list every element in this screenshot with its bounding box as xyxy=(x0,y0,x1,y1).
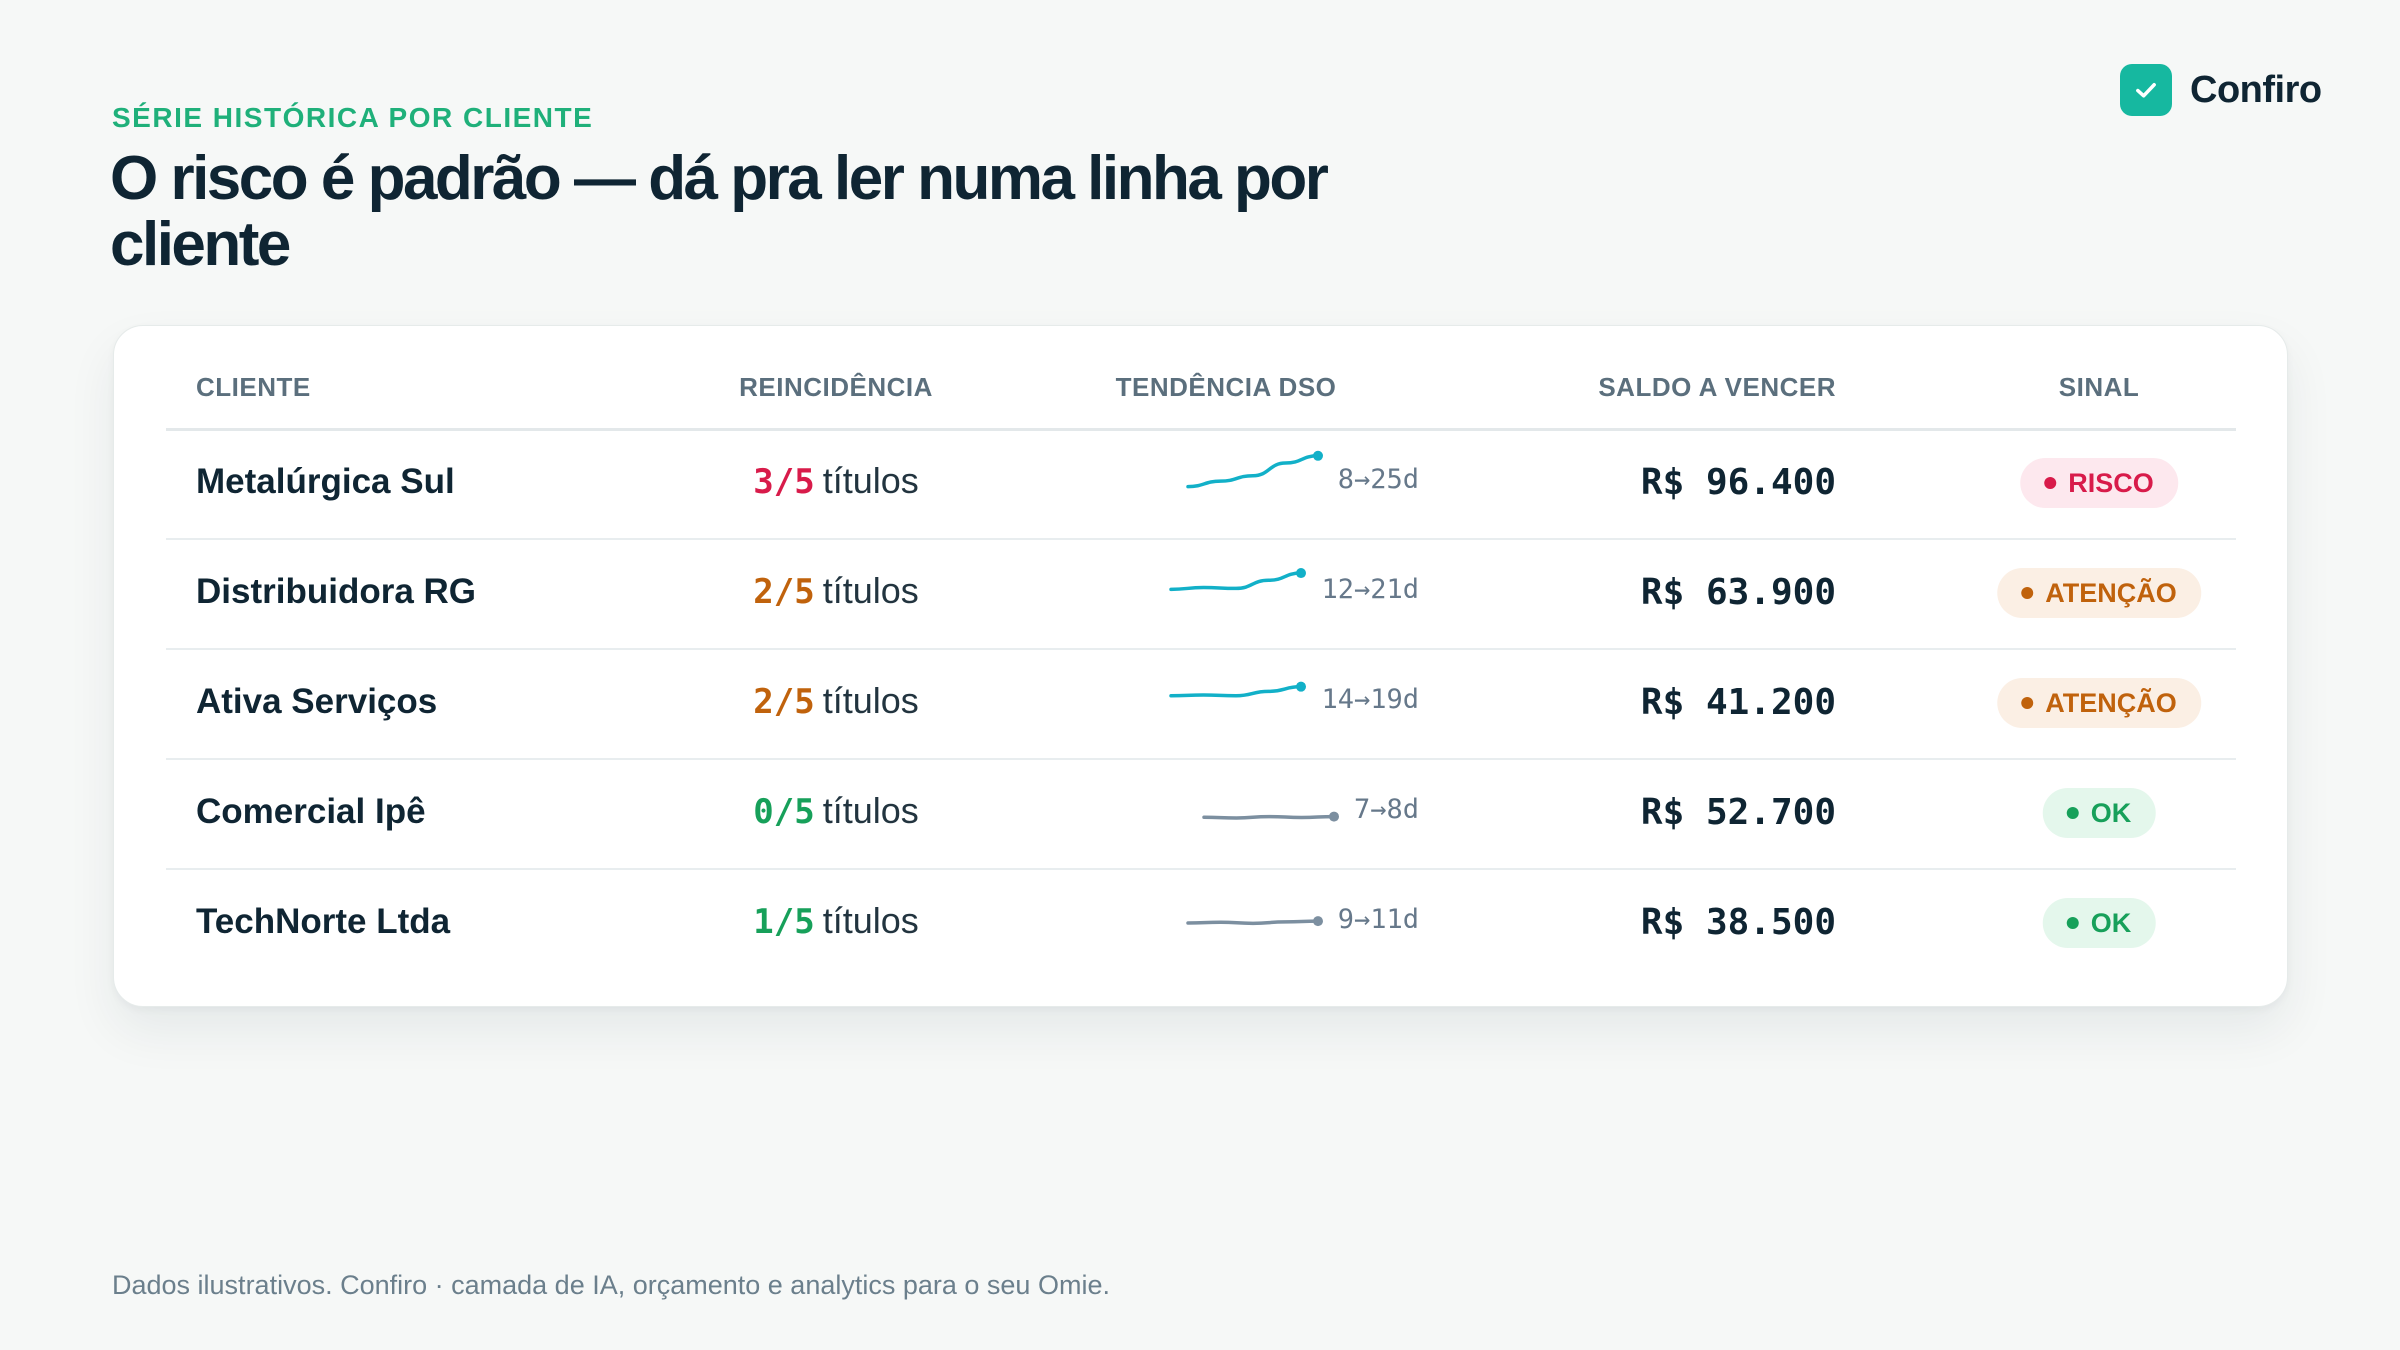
status-badge: OK xyxy=(2042,898,2156,948)
column-header-reincidencia: REINCIDÊNCIA xyxy=(739,372,933,402)
table-row: Distribuidora RG 2/5 títulos 12→21d R$ 63.90… xyxy=(166,538,2236,650)
dso-range: 12→21d xyxy=(1321,574,1419,605)
saldo-value: R$ 41.200 xyxy=(1640,682,1836,723)
dso-sparkline xyxy=(1185,916,1323,927)
status-label: RISCO xyxy=(2068,467,2154,498)
dso-sparkline xyxy=(1202,811,1339,822)
status-badge: ATENÇÃO xyxy=(1997,678,2201,728)
table-row: Metalúrgica Sul 3/5 títulos 8→25d R$ 96.400 R… xyxy=(166,428,2236,540)
status-dot-icon xyxy=(2021,587,2034,599)
saldo-value: R$ 63.900 xyxy=(1640,572,1836,613)
reincidence-cell: 0/5 títulos xyxy=(716,790,956,832)
reincidence-cell: 2/5 títulos xyxy=(716,680,956,722)
client-name: Comercial Ipê xyxy=(196,792,426,831)
reincidence-ratio: 2/5 xyxy=(753,682,815,722)
reincidence-cell: 3/5 títulos xyxy=(716,460,956,502)
saldo-value: R$ 52.700 xyxy=(1640,792,1836,833)
reincidence-unit: títulos xyxy=(822,460,919,501)
dso-sparkline xyxy=(1169,568,1307,592)
reincidence-cell: 2/5 títulos xyxy=(716,570,956,612)
dso-last-point xyxy=(1328,811,1339,822)
dso-trend-line xyxy=(1185,454,1320,489)
status-label: OK xyxy=(2090,797,2132,828)
page-title: O risco é padrão — dá pra ler numa linha… xyxy=(110,144,1329,279)
dso-range: 7→8d xyxy=(1353,794,1419,825)
table-row: Comercial Ipê 0/5 títulos 7→8d R$ 52.700 OK xyxy=(166,758,2236,870)
dso-range: 9→11d xyxy=(1337,904,1419,935)
client-risk-table: CLIENTE REINCIDÊNCIA TENDÊNCIA DSO SALDO… xyxy=(113,325,2288,1007)
footer-note: Dados ilustrativos. Confiro · camada de … xyxy=(112,1270,1110,1300)
dso-trend-line xyxy=(1169,684,1303,698)
reincidence-ratio: 2/5 xyxy=(753,572,815,612)
client-name: TechNorte Ltda xyxy=(196,902,451,941)
status-dot-icon xyxy=(2021,697,2034,709)
dso-sparkline xyxy=(1185,450,1323,489)
table-header: CLIENTE REINCIDÊNCIA TENDÊNCIA DSO SALDO… xyxy=(166,326,2236,431)
column-header-cliente: CLIENTE xyxy=(196,372,311,402)
check-icon xyxy=(2120,64,2172,116)
reincidence-unit: títulos xyxy=(822,790,919,831)
reincidence-cell: 1/5 títulos xyxy=(716,900,956,942)
dso-last-point xyxy=(1312,916,1323,927)
client-name: Ativa Serviços xyxy=(196,682,438,721)
reincidence-unit: títulos xyxy=(822,680,919,721)
reincidence-ratio: 0/5 xyxy=(753,792,815,832)
status-label: ATENÇÃO xyxy=(2045,577,2177,608)
column-header-sinal: SINAL xyxy=(2058,372,2140,402)
column-header-tendencia-dso: TENDÊNCIA DSO xyxy=(1115,372,1337,402)
status-badge: ATENÇÃO xyxy=(1997,568,2201,618)
client-name: Distribuidora RG xyxy=(196,572,477,611)
brand-name: Confiro xyxy=(2190,68,2322,111)
status-dot-icon xyxy=(2044,477,2057,489)
dso-trend-line xyxy=(1169,571,1303,592)
saldo-value: R$ 38.500 xyxy=(1640,902,1836,943)
status-badge: RISCO xyxy=(2020,458,2178,508)
column-header-saldo: SALDO A VENCER xyxy=(1598,372,1836,402)
status-dot-icon xyxy=(2066,807,2079,819)
dso-trend-line xyxy=(1185,919,1320,926)
table-row: TechNorte Ltda 1/5 títulos 9→11d R$ 38.500 OK xyxy=(166,868,2236,978)
dso-sparkline xyxy=(1169,681,1307,698)
dso-last-point xyxy=(1312,450,1323,461)
client-name: Metalúrgica Sul xyxy=(196,462,455,501)
status-dot-icon xyxy=(2066,917,2079,929)
reincidence-unit: títulos xyxy=(822,900,919,941)
table-row: Ativa Serviços 2/5 títulos 14→19d R$ 41.200 A… xyxy=(166,648,2236,760)
eyebrow-label: SÉRIE HISTÓRICA POR CLIENTE xyxy=(112,102,594,133)
dso-range: 8→25d xyxy=(1337,464,1419,495)
saldo-value: R$ 96.400 xyxy=(1640,462,1836,503)
status-label: OK xyxy=(2090,907,2132,938)
brand-logo: Confiro xyxy=(2120,64,2322,116)
reincidence-ratio: 1/5 xyxy=(753,902,815,942)
dso-last-point xyxy=(1296,681,1307,692)
status-label: ATENÇÃO xyxy=(2045,687,2177,718)
status-badge: OK xyxy=(2042,788,2156,838)
reincidence-unit: títulos xyxy=(822,570,919,611)
dso-trend-line xyxy=(1202,814,1336,820)
dso-range: 14→19d xyxy=(1321,684,1419,715)
dso-last-point xyxy=(1296,568,1307,579)
reincidence-ratio: 3/5 xyxy=(753,462,815,502)
